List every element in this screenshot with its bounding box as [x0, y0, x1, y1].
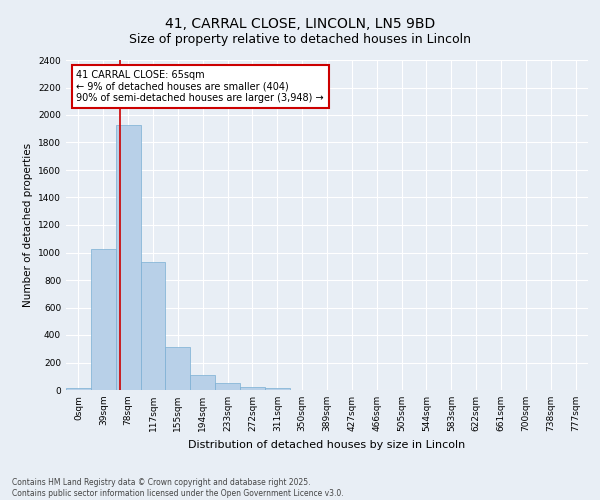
Bar: [265, 388, 290, 390]
Bar: [91, 249, 116, 390]
X-axis label: Distribution of detached houses by size in Lincoln: Distribution of detached houses by size …: [188, 440, 466, 450]
Bar: [140, 262, 166, 390]
Text: Size of property relative to detached houses in Lincoln: Size of property relative to detached ho…: [129, 32, 471, 46]
Text: 41 CARRAL CLOSE: 65sqm
← 9% of detached houses are smaller (404)
90% of semi-det: 41 CARRAL CLOSE: 65sqm ← 9% of detached …: [76, 70, 324, 103]
Bar: [166, 348, 190, 390]
Bar: [215, 383, 240, 390]
Bar: [190, 375, 215, 390]
Bar: [240, 386, 265, 390]
Bar: [116, 126, 140, 390]
Y-axis label: Number of detached properties: Number of detached properties: [23, 143, 32, 307]
Text: 41, CARRAL CLOSE, LINCOLN, LN5 9BD: 41, CARRAL CLOSE, LINCOLN, LN5 9BD: [165, 18, 435, 32]
Text: Contains HM Land Registry data © Crown copyright and database right 2025.
Contai: Contains HM Land Registry data © Crown c…: [12, 478, 344, 498]
Bar: [66, 388, 91, 390]
